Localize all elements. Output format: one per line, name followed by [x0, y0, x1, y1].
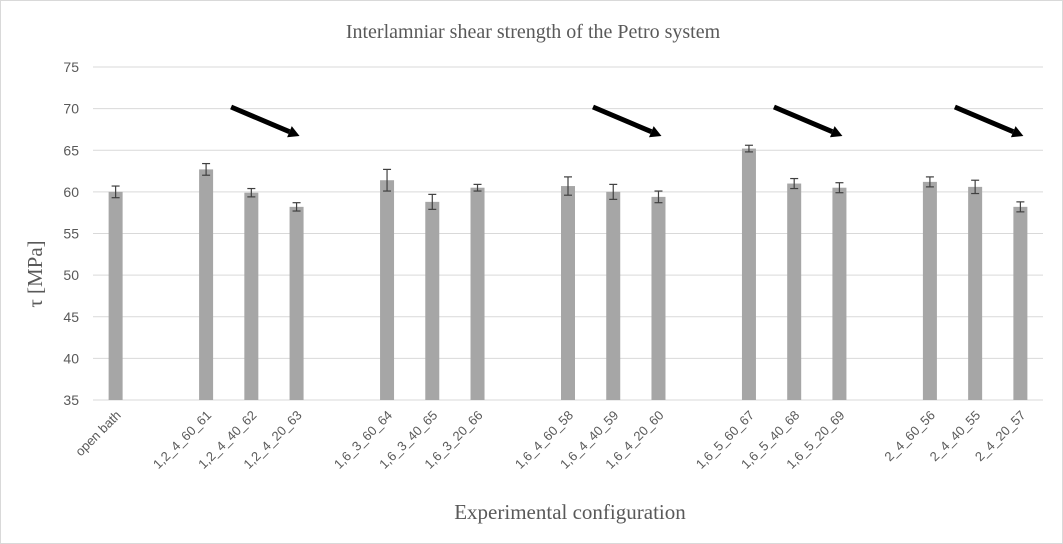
x-tick-label: open bath	[72, 408, 124, 460]
bar	[832, 187, 847, 400]
bar	[1013, 206, 1028, 400]
bar	[606, 191, 621, 400]
bar	[108, 191, 123, 400]
y-tick-label: 75	[63, 59, 79, 75]
y-tick-label: 35	[63, 392, 79, 408]
trend-arrow-line	[592, 104, 653, 135]
bar	[651, 196, 666, 400]
bar	[289, 206, 304, 400]
x-tick-labels: open bath 1,2_4_60_611,2_4_40_621,2_4_20_…	[72, 408, 1028, 472]
y-tick-label: 60	[63, 184, 79, 200]
bar	[244, 192, 259, 400]
bar	[561, 186, 575, 400]
trend-arrow-line	[772, 104, 834, 135]
bar	[787, 183, 802, 400]
bar	[380, 180, 395, 400]
trend-arrow-head	[287, 126, 300, 138]
bar	[922, 181, 937, 400]
bar	[741, 148, 756, 400]
bars	[108, 148, 1028, 400]
y-tick-label: 50	[63, 267, 79, 283]
x-axis-title: Experimental configuration	[454, 500, 686, 524]
trend-arrow-head	[649, 126, 662, 138]
trend-arrow-head	[829, 126, 843, 138]
bar	[425, 201, 440, 400]
trend-arrow-line	[230, 104, 291, 135]
y-tick-label: 40	[63, 350, 79, 366]
trend-arrow-head	[1010, 126, 1024, 138]
chart-title: Interlamniar shear strength of the Petro…	[346, 21, 721, 43]
y-tick-label: 45	[63, 309, 79, 325]
bar	[470, 187, 485, 400]
y-tick-label: 70	[63, 101, 79, 117]
error-bars	[111, 144, 1025, 213]
y-tick-labels: 35 40 45 50 55 60 65 70 75	[63, 59, 79, 408]
y-tick-label: 55	[63, 226, 79, 242]
trend-arrows	[230, 104, 1024, 138]
y-tick-label: 65	[63, 142, 79, 158]
y-axis-title: τ [MPa]	[23, 240, 47, 307]
bar	[968, 186, 983, 400]
trend-arrow-line	[953, 104, 1015, 135]
bar	[199, 169, 214, 400]
